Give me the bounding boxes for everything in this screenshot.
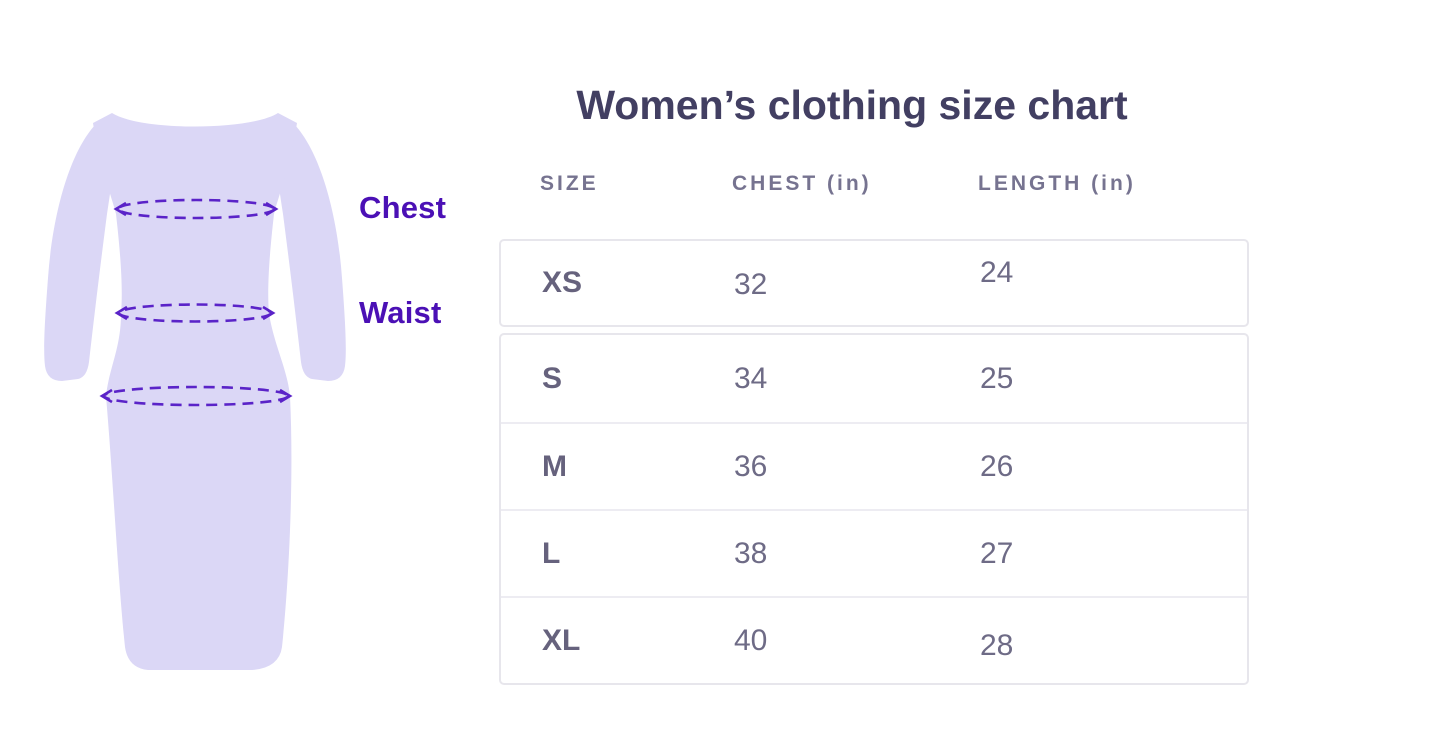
chest-cell: 38 [734, 536, 768, 570]
table-row: XS 32 24 [501, 241, 1247, 325]
column-header-chest: CHEST (in) [732, 172, 872, 195]
table-row: S 34 25 [501, 335, 1247, 422]
length-cell: 25 [980, 361, 1014, 395]
page-title: Women’s clothing size chart [576, 82, 1128, 128]
hip-measure-right-arrow-icon [279, 388, 293, 404]
dress-illustration [44, 113, 346, 670]
size-cell: L [542, 536, 561, 570]
column-header-length: LENGTH (in) [978, 172, 1136, 195]
table-row: XL 40 28 [501, 596, 1247, 683]
length-cell: 27 [980, 536, 1014, 570]
column-header-size: SIZE [540, 172, 599, 195]
size-cell: S [542, 361, 563, 395]
size-cell: XL [542, 623, 581, 657]
table-row: L 38 27 [501, 509, 1247, 596]
length-cell: 26 [980, 449, 1014, 483]
hip-measure-left-arrow-icon [99, 388, 113, 404]
size-cell: XS [542, 266, 583, 299]
chest-measure-left-arrow-icon [113, 201, 127, 217]
length-cell: 28 [980, 628, 1014, 662]
table-header: SIZE CHEST (in) LENGTH (in) [499, 172, 1249, 196]
size-table-first-row-box: XS 32 24 [499, 239, 1249, 327]
chest-cell: 36 [734, 449, 768, 483]
chest-label: Chest [359, 190, 447, 225]
table-row: M 36 26 [501, 422, 1247, 509]
waist-label: Waist [359, 295, 442, 330]
length-cell: 24 [980, 256, 1014, 289]
waist-measure-right-arrow-icon [262, 305, 276, 321]
chest-cell: 40 [734, 623, 768, 657]
dress-right-sleeve [270, 123, 346, 381]
chest-cell: 34 [734, 361, 768, 395]
chest-cell: 32 [734, 268, 768, 301]
size-cell: M [542, 449, 567, 483]
waist-measure-left-arrow-icon [114, 305, 128, 321]
dress-body [93, 113, 297, 670]
chest-measure-right-arrow-icon [265, 201, 279, 217]
dress-left-sleeve [44, 123, 120, 381]
size-table-rows-box: S 34 25 M 36 26 L 38 27 XL 40 28 [499, 333, 1249, 685]
